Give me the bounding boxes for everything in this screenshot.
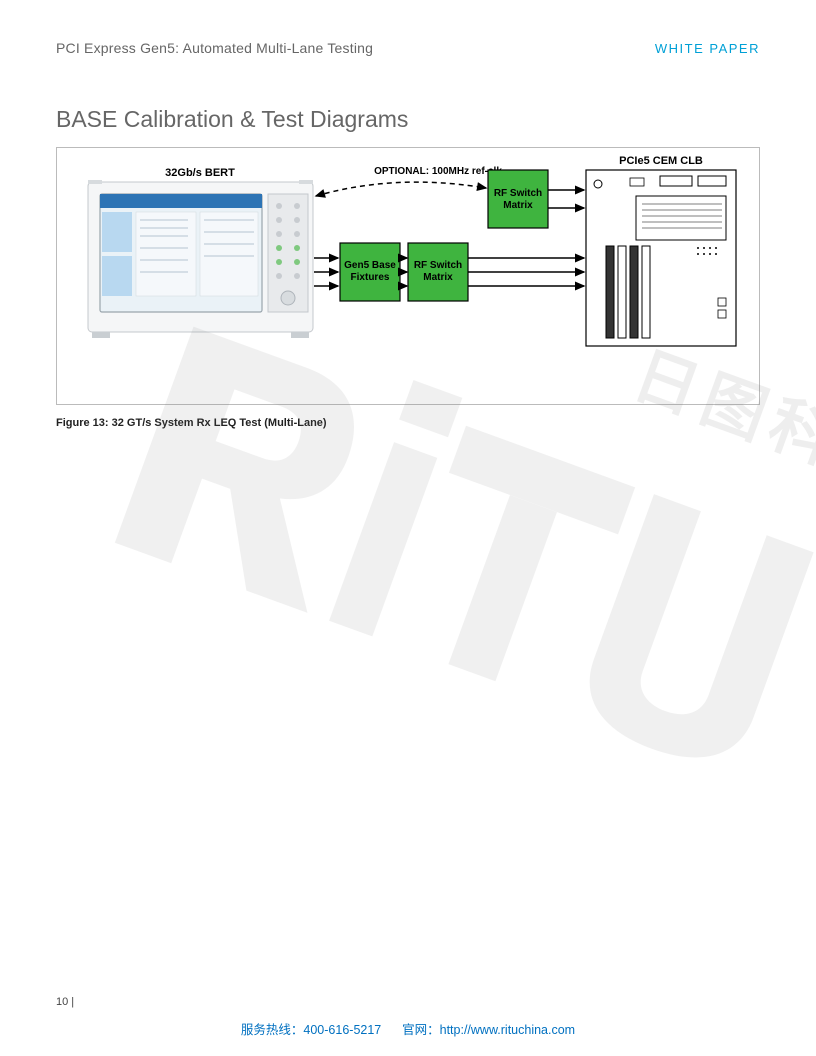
clb-label: PCIe5 CEM CLB bbox=[619, 155, 703, 167]
svg-text:RF Switch: RF Switch bbox=[414, 260, 462, 271]
site-url[interactable]: http://www.rituchina.com bbox=[440, 1023, 575, 1037]
section-title: BASE Calibration & Test Diagrams bbox=[56, 106, 760, 133]
svg-text:Matrix: Matrix bbox=[503, 200, 533, 211]
white-paper-badge: WHITE PAPER bbox=[655, 41, 760, 56]
page-number: 10 | bbox=[56, 996, 74, 1008]
node-gen5-fixtures: Gen5 Base Fixtures bbox=[340, 243, 400, 301]
svg-text:Gen5 Base: Gen5 Base bbox=[344, 260, 396, 271]
edges-rf1-to-clb bbox=[468, 258, 584, 286]
diagram-svg: 32Gb/s BERT bbox=[57, 148, 759, 404]
node-rf-switch-1: RF Switch Matrix bbox=[408, 243, 468, 301]
edge-bert-rfswitch2 bbox=[316, 182, 486, 196]
page-footer: 服务热线：400-616-5217 官网：http://www.rituchin… bbox=[0, 1019, 816, 1038]
svg-text:RF Switch: RF Switch bbox=[494, 188, 542, 199]
edges-rf2-to-clb bbox=[548, 190, 584, 208]
hotline-number: 400-616-5217 bbox=[303, 1023, 381, 1037]
diagram-container: 32Gb/s BERT bbox=[56, 147, 760, 405]
edges-bert-to-fixtures bbox=[314, 258, 338, 286]
figure-caption: Figure 13: 32 GT/s System Rx LEQ Test (M… bbox=[56, 417, 760, 429]
bert-instrument bbox=[88, 180, 313, 338]
site-label: 官网： bbox=[402, 1023, 440, 1037]
optional-label: OPTIONAL: 100MHz ref-clk bbox=[374, 166, 502, 177]
doc-title: PCI Express Gen5: Automated Multi-Lane T… bbox=[56, 40, 373, 56]
svg-text:Fixtures: Fixtures bbox=[351, 272, 390, 283]
hotline-label: 服务热线： bbox=[241, 1023, 304, 1037]
edges-fixtures-to-rf1 bbox=[400, 258, 407, 286]
clb-board bbox=[586, 170, 736, 346]
node-rf-switch-2: RF Switch Matrix bbox=[488, 170, 548, 228]
svg-text:Matrix: Matrix bbox=[423, 272, 453, 283]
bert-label: 32Gb/s BERT bbox=[165, 167, 235, 179]
